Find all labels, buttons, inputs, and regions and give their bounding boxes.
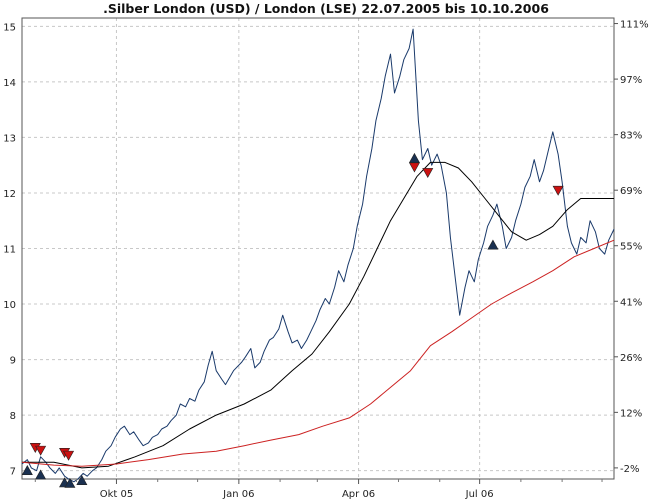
sell-signal-marker — [35, 445, 47, 456]
buy-signal-marker — [408, 152, 420, 163]
x-tick-label: Jan 06 — [222, 489, 254, 500]
sell-signal-marker — [422, 168, 434, 179]
y-tick-label-right: -2% — [620, 464, 639, 475]
y-tick-label-left: 15 — [3, 22, 16, 33]
chart-title: .Silber London (USD) / London (LSE) 22.0… — [103, 1, 549, 16]
series-layer — [21, 28, 615, 483]
sell-signal-marker — [408, 162, 420, 173]
buy-signal-marker — [64, 477, 76, 488]
y-tick-label-left: 14 — [3, 78, 16, 89]
y-tick-label-left: 9 — [10, 356, 16, 367]
x-tick-label: Jul 06 — [465, 489, 494, 500]
y-tick-label-right: 12% — [620, 408, 642, 419]
y-tick-label-left: 11 — [3, 245, 16, 256]
y-tick-label-left: 12 — [3, 189, 16, 200]
y-tick-label-right: 41% — [620, 297, 642, 308]
buy-signal-marker — [76, 475, 88, 485]
y-tick-label-right: 111% — [620, 20, 649, 31]
x-tick-label: Okt 05 — [100, 489, 134, 500]
series-price — [21, 28, 615, 483]
series-moving-average-short — [22, 161, 614, 469]
y-tick-label-left: 10 — [3, 300, 16, 311]
y-tick-label-right: 97% — [620, 75, 642, 86]
plot-frame — [21, 17, 615, 480]
signals-layer — [21, 152, 564, 488]
x-tick-label: Apr 06 — [342, 489, 375, 500]
y-tick-label-right: 26% — [620, 353, 642, 364]
series-moving-average-long — [21, 239, 615, 467]
buy-signal-marker — [35, 469, 47, 480]
y-tick-label-left: 13 — [3, 133, 16, 144]
y-tick-label-right: 55% — [620, 242, 642, 253]
grid-lines — [22, 18, 614, 479]
buy-signal-marker — [487, 239, 499, 250]
y-tick-label-right: 83% — [620, 131, 642, 142]
sell-signal-marker — [552, 185, 564, 196]
sell-signal-marker — [63, 450, 75, 461]
y-tick-label-right: 69% — [620, 186, 642, 197]
buy-signal-marker — [21, 465, 33, 475]
y-tick-label-left: 8 — [10, 411, 16, 422]
axes: 7 8 9 10 11 12 13 14 15 -2% 12% 26% 41% 55% 69% 83% 97% 1… — [3, 20, 648, 500]
y-tick-label-left: 7 — [10, 467, 16, 478]
